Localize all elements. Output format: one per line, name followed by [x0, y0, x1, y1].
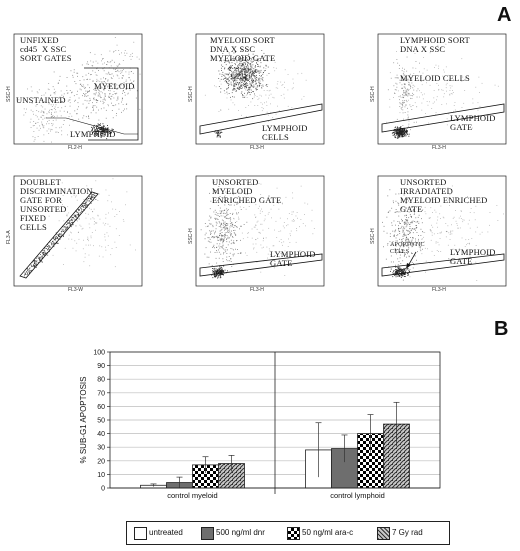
y-axis-label: SSC-H [370, 228, 376, 244]
legend-label: 500 ng/ml dnr [216, 528, 265, 537]
chart-legend: untreated 500 ng/ml dnr 50 ng/ml ara-c 7… [126, 521, 450, 545]
flow-plot-5: UNSORTED MYELOID ENRICHED GATE LYMPHOID … [188, 172, 328, 293]
scatter-dots [18, 37, 141, 143]
bar [192, 464, 219, 489]
scatter-dots [386, 43, 499, 139]
bar [218, 463, 245, 489]
y-tick-label: 20 [97, 458, 105, 465]
y-axis-label: SSC-H [188, 86, 194, 102]
x-axis-label: FL3-H [250, 287, 264, 293]
y-tick-label: 0 [101, 486, 105, 493]
bar [383, 423, 410, 489]
y-tick-label: 80 [97, 377, 105, 384]
legend-label: 7 Gy rad [392, 528, 423, 537]
gate-label: MYELOID CELLS [400, 73, 470, 83]
y-tick-label: 60 [97, 404, 105, 411]
y-tick-label: 10 [97, 472, 105, 479]
gate-label: APOPTOTIC CELLS [390, 242, 425, 255]
scatter-dots [24, 178, 136, 277]
gate-label: LYMPHOID CELLS [262, 123, 308, 142]
x-axis-label: FL3-H [432, 287, 446, 293]
plot-title: UNSORTED MYELOID ENRICHED GATE [212, 177, 282, 205]
gate-label: UNSTAINED [16, 95, 66, 105]
plot-title: DOUBLET DISCRIMINATION GATE FOR UNSORTED… [20, 177, 93, 232]
y-tick-label: 30 [97, 445, 105, 452]
flow-plot-4-canvas [13, 175, 143, 287]
gate-label: LYMPHOID GATE [450, 247, 496, 266]
y-axis-label: SSC-H [188, 228, 194, 244]
gate-label: LYMPHOID GATE [450, 113, 496, 132]
plot-title: UNFIXED cd45 X SSC SORT GATES [20, 35, 72, 63]
y-tick-label: 40 [97, 431, 105, 438]
y-axis-label: SSC-H [370, 86, 376, 102]
scatter-dots [382, 185, 504, 281]
legend-label: 50 ng/ml ara-c [302, 528, 354, 537]
panel-a-letter: A [497, 4, 512, 26]
flow-plot-2-canvas [195, 33, 325, 145]
x-axis-label: FL3-H [250, 145, 264, 151]
plot-title: MYELOID SORT DNA X SSC MYELOID GATE [210, 35, 276, 63]
plot-title: LYMPHOID SORT DNA X SSC [400, 35, 470, 54]
flow-plot-6-canvas [377, 175, 507, 287]
y-tick-label: 100 [93, 350, 105, 357]
flow-plot-4: DOUBLET DISCRIMINATION GATE FOR UNSORTED… [6, 172, 146, 293]
bar [305, 449, 332, 489]
bar [166, 482, 193, 489]
gate-label: LYMPHOID GATE [270, 249, 316, 268]
x-axis-label: FL2-H [68, 145, 82, 151]
flow-plot-2: MYELOID SORT DNA X SSC MYELOID GATE LYMP… [188, 30, 328, 151]
legend-swatch [287, 527, 300, 540]
legend-label: untreated [149, 528, 183, 537]
y-tick-label: 90 [97, 363, 105, 370]
bar [357, 433, 384, 489]
legend-swatch [134, 527, 147, 540]
x-category-label: control myeloid [167, 491, 217, 500]
gate-label: LYMPHOID [70, 129, 116, 139]
panel-b-letter: B [494, 318, 509, 340]
plot-title: UNSORTED IRRADIATED MYELOID ENRICHED GAT… [400, 177, 488, 214]
flow-plot-3-canvas [377, 33, 507, 145]
y-axis-label: % SUB-G1 APOPTOSIS [79, 377, 88, 464]
plot-frame [109, 351, 441, 489]
x-axis-label: FL3-W [68, 287, 83, 293]
flow-plot-1-canvas [13, 33, 143, 145]
flow-plot-1: UNFIXED cd45 X SSC SORT GATES MYELOID UN… [6, 30, 146, 151]
bar [331, 448, 358, 489]
x-axis-label: FL3-H [432, 145, 446, 151]
y-tick-label: 50 [97, 418, 105, 425]
bar [140, 484, 167, 489]
flow-plot-3: LYMPHOID SORT DNA X SSC MYELOID CELLS LY… [370, 30, 510, 151]
y-axis-label: FL3-A [6, 230, 12, 244]
gate-label: MYELOID [94, 81, 135, 91]
y-axis-label: SSC-H [6, 86, 12, 102]
scatter-dots [204, 49, 307, 138]
legend-swatch [377, 527, 390, 540]
scatter-dots [200, 181, 323, 279]
flow-plot-6: UNSORTED IRRADIATED MYELOID ENRICHED GAT… [370, 172, 510, 293]
legend-swatch [201, 527, 214, 540]
flow-plot-5-canvas [195, 175, 325, 287]
y-tick-label: 70 [97, 390, 105, 397]
x-category-label: control lymphoid [330, 491, 385, 500]
